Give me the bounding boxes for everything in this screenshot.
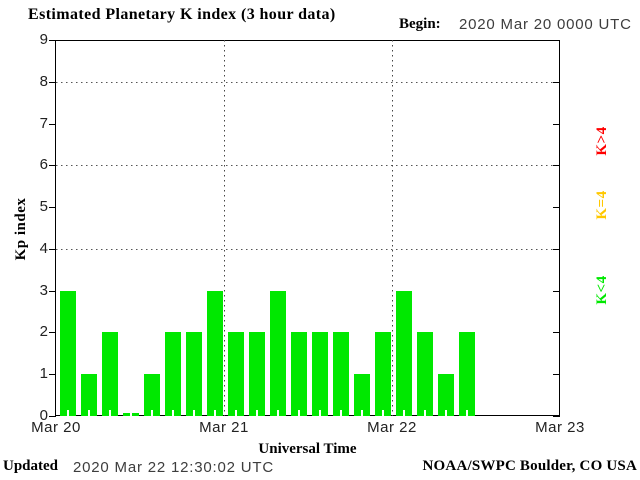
y-tick-left-2 (49, 332, 56, 334)
gridline-k6 (56, 165, 560, 167)
bar-hour-tick (108, 410, 111, 416)
kp-bar (185, 332, 202, 416)
kp-bar (269, 290, 286, 416)
y-tick-left-0 (49, 416, 56, 417)
kp-bar (332, 332, 349, 416)
y-tick-left-4 (49, 248, 56, 250)
y-tick-label-9: 9 (39, 31, 48, 48)
kp-bar (353, 374, 370, 416)
legendK-gt-4: K>4 (594, 126, 610, 156)
x-day-label-mar-21: Mar 21 (199, 419, 249, 436)
y-tick-label-5: 5 (39, 198, 48, 216)
bar-hour-tick (465, 410, 468, 416)
bar-hour-tick (444, 410, 447, 416)
y-tick-right-0 (553, 416, 560, 417)
y-tick-right-6 (553, 165, 560, 167)
gridline-k4 (56, 248, 560, 250)
bar-hour-tick (87, 410, 90, 416)
y-tick-right-8 (553, 81, 560, 83)
y-tick-label-4: 4 (39, 239, 48, 257)
bar-hour-tick (150, 410, 153, 416)
bar-hour-tick (192, 410, 195, 416)
kp-bar (374, 332, 391, 416)
y-tick-left-6 (49, 165, 56, 167)
y-tick-left-3 (49, 290, 56, 292)
kp-bar (164, 332, 181, 416)
bar-hour-tick (423, 410, 426, 416)
kp-bar (290, 332, 307, 416)
y-tick-right-3 (553, 290, 560, 292)
kp-bar (227, 332, 244, 416)
bar-hour-tick (297, 410, 300, 416)
y-tick-left-7 (49, 123, 56, 125)
y-tick-left-9 (49, 40, 56, 41)
y-tick-right-4 (553, 248, 560, 250)
bar-hour-tick (276, 410, 279, 416)
y-tick-right-1 (553, 374, 560, 376)
y-tick-left-1 (49, 374, 56, 376)
y-tick-right-5 (553, 207, 560, 209)
kp-bar (206, 290, 223, 416)
kp-bar (437, 374, 454, 416)
kp-bar (248, 332, 265, 416)
bar-hour-tick (66, 410, 69, 416)
x-day-label-mar-23: Mar 23 (535, 419, 585, 436)
kp-bar (311, 332, 328, 416)
chart-title: Estimated Planetary K index (3 hour data… (28, 6, 336, 23)
y-tick-left-5 (49, 207, 56, 209)
y-tick-left-8 (49, 81, 56, 83)
legendK-eq-4: K=4 (594, 190, 610, 220)
kp-bar (143, 374, 160, 416)
bar-hour-tick (402, 410, 405, 416)
bar-hour-tick (360, 410, 363, 416)
begin-value: 2020 Mar 20 0000 UTC (459, 16, 632, 33)
bar-hour-tick (318, 410, 321, 416)
x-axis-label: Universal Time (258, 441, 357, 457)
y-tick-label-0: 0 (39, 407, 48, 424)
bar-hour-tick (255, 410, 258, 416)
bar-hour-tick (381, 410, 384, 416)
bar-hour-tick (234, 410, 237, 416)
bar-hour-tick (213, 410, 216, 416)
gridline-mar-22 (392, 40, 393, 416)
bar-hour-tick (129, 410, 132, 416)
kp-bar (101, 332, 118, 416)
gridline-mar-21 (224, 40, 225, 416)
kp-bar (80, 374, 97, 416)
y-tick-right-7 (553, 123, 560, 125)
legendK-lt-4: K<4 (594, 275, 610, 305)
updated-value: 2020 Mar 22 12:30:02 UTC (73, 459, 274, 476)
kp-bar (395, 290, 412, 416)
x-day-label-mar-22: Mar 22 (367, 419, 417, 436)
y-tick-label-8: 8 (39, 72, 48, 90)
y-tick-label-6: 6 (39, 156, 48, 174)
kp-bar (416, 332, 433, 416)
y-tick-label-2: 2 (39, 323, 48, 341)
updated-label: Updated (3, 458, 59, 474)
y-axis-label: Kp index (13, 197, 29, 261)
y-tick-label-3: 3 (39, 281, 48, 299)
begin-label: Begin: (399, 16, 441, 32)
y-tick-label-7: 7 (39, 114, 48, 132)
y-tick-right-9 (553, 40, 560, 41)
kp-bar (59, 290, 76, 416)
source-credit: NOAA/SWPC Boulder, CO USA (422, 458, 637, 474)
bar-hour-tick (171, 410, 174, 416)
bar-hour-tick (339, 410, 342, 416)
x-day-label-mar-20: Mar 20 (31, 419, 81, 436)
gridline-k8 (56, 81, 560, 83)
y-tick-label-1: 1 (39, 365, 48, 383)
y-tick-right-2 (553, 332, 560, 334)
kp-bar (458, 332, 475, 416)
plot-area (55, 40, 560, 416)
